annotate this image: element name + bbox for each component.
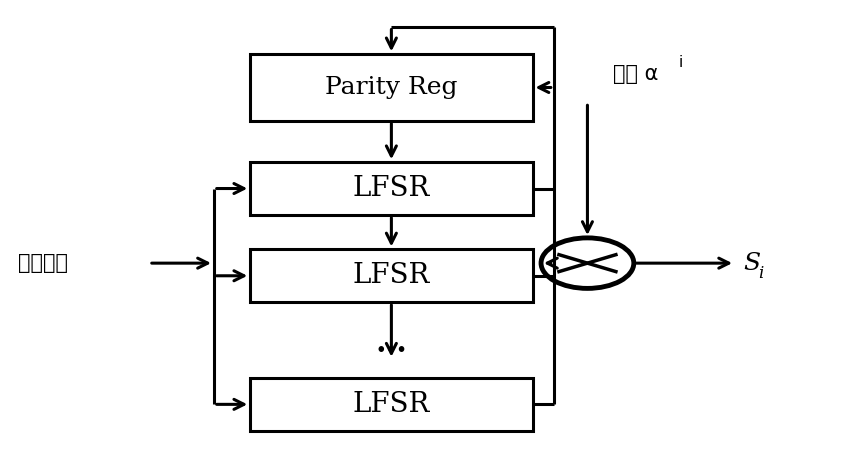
Text: i: i — [678, 55, 683, 70]
Bar — [250, 54, 533, 121]
Text: i: i — [759, 265, 764, 282]
Text: 代入 α: 代入 α — [613, 64, 658, 84]
Bar — [250, 249, 533, 302]
Text: Parity Reg: Parity Reg — [325, 76, 458, 99]
Text: 输入数据: 输入数据 — [19, 253, 69, 273]
Text: LFSR: LFSR — [353, 262, 430, 289]
Text: LFSR: LFSR — [353, 175, 430, 202]
Text: S: S — [744, 252, 761, 274]
Bar — [250, 378, 533, 431]
Bar — [250, 162, 533, 215]
Text: LFSR: LFSR — [353, 391, 430, 418]
Text: ...: ... — [376, 328, 408, 359]
